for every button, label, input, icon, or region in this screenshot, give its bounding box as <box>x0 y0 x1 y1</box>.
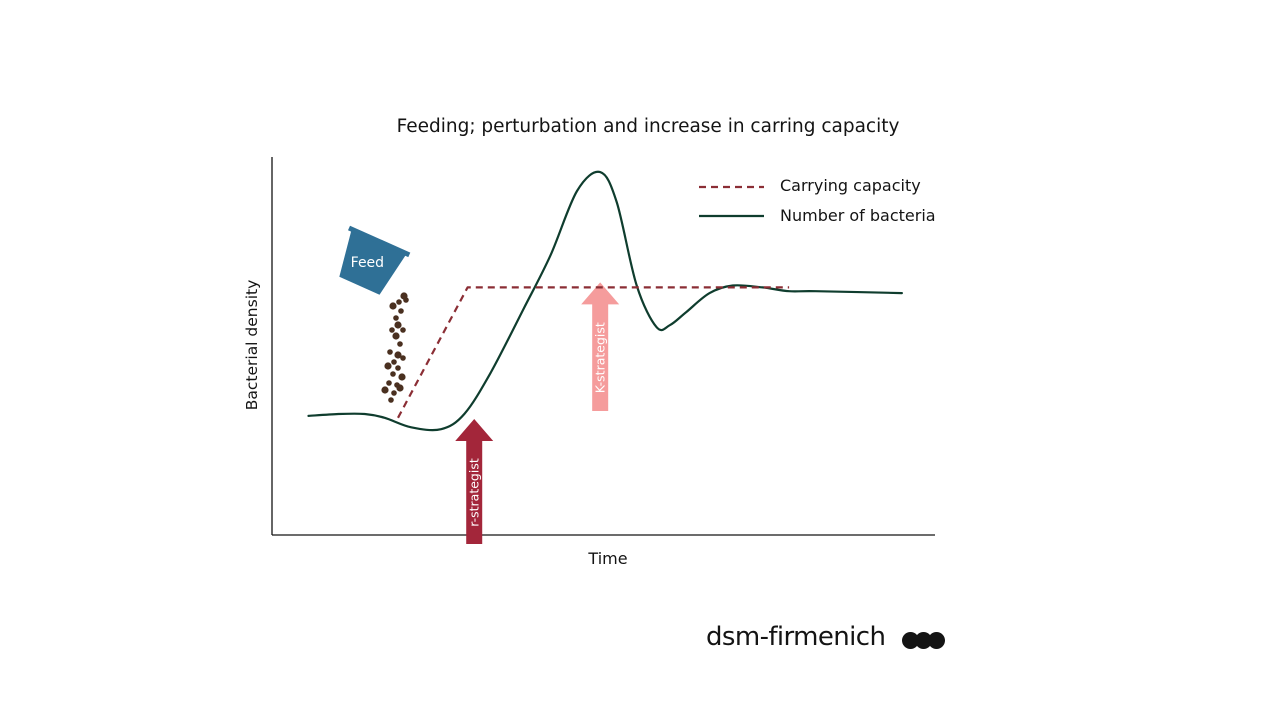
r-strategist-arrow: r-strategist <box>455 419 494 544</box>
feed-pellet <box>390 371 396 377</box>
chart-annotations: r-strategist K-strategist Feed <box>339 225 620 544</box>
legend-label-number-of-bacteria: Number of bacteria <box>780 206 936 225</box>
chart-axes <box>271 157 935 536</box>
feed-pellet <box>397 341 403 347</box>
feed-pellet <box>381 386 389 394</box>
series-line-number-of-bacteria <box>307 170 903 432</box>
legend-label-carrying-capacity: Carrying capacity <box>780 176 921 195</box>
feed-pellet <box>394 351 402 359</box>
feed-bucket-icon: Feed <box>339 225 411 295</box>
feed-pellet <box>391 390 397 396</box>
feed-pellet <box>392 332 400 340</box>
chart-title: Feeding; perturbation and increase in ca… <box>396 116 900 137</box>
chart-series <box>307 170 903 432</box>
feed-pellet <box>391 359 397 365</box>
k-strategist-arrow-label: K-strategist <box>593 322 608 393</box>
chart-legend <box>699 185 764 218</box>
feed-pellet <box>398 373 406 381</box>
feed-pellet <box>400 355 406 361</box>
feed-pellet <box>398 308 404 314</box>
r-strategist-arrow-label: r-strategist <box>467 458 482 527</box>
feed-bucket-rim <box>347 225 411 258</box>
feed-pellets-icon <box>381 292 409 403</box>
feed-bucket-label: Feed <box>351 255 384 271</box>
feed-pellet <box>400 327 406 333</box>
x-axis-label: Time <box>588 549 628 568</box>
feed-pellet <box>386 380 392 386</box>
brand-logo-text: dsm-firmenich <box>706 622 886 652</box>
feed-pellet <box>384 362 392 370</box>
y-axis-label: Bacterial density <box>243 279 261 411</box>
feed-pellet <box>396 299 402 305</box>
feed-pellet <box>389 327 395 333</box>
feed-bucket-body <box>339 229 407 295</box>
feed-pellet <box>394 321 402 329</box>
series-line-carrying-capacity <box>397 286 790 419</box>
feed-pellet <box>396 384 404 392</box>
feed-pellet <box>387 349 393 355</box>
k-strategist-arrow-shape <box>581 282 620 411</box>
r-strategist-arrow-shape <box>455 419 494 544</box>
k-strategist-arrow: K-strategist <box>581 282 620 411</box>
feed-pellet <box>393 315 399 321</box>
feed-pellet <box>395 365 401 371</box>
feed-pellet <box>403 297 409 303</box>
feed-pellet <box>389 302 397 310</box>
feed-pellet <box>388 397 394 403</box>
